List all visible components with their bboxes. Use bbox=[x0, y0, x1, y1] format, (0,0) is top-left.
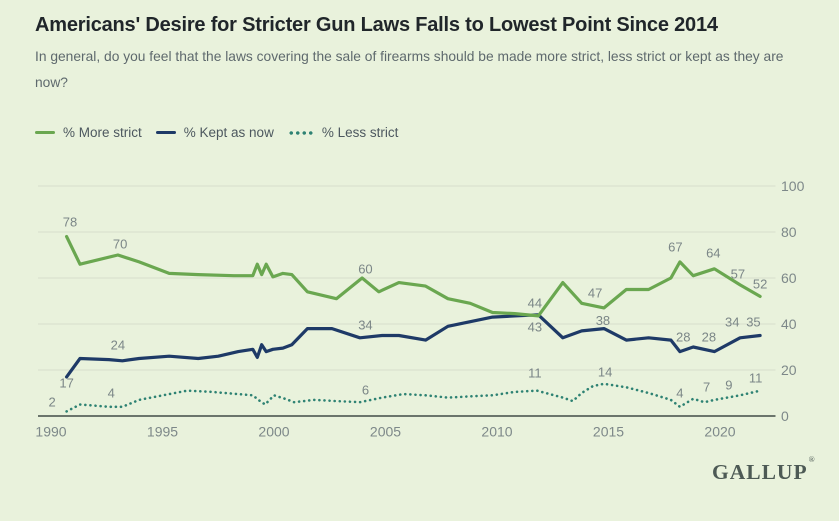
x-tick-label-2015: 2015 bbox=[593, 424, 624, 440]
data-label-kept-as-now-3: 43 bbox=[528, 320, 542, 335]
data-label-less-strict-6: 7 bbox=[703, 379, 710, 394]
gallup-logo: GALLUP® bbox=[712, 455, 815, 485]
data-label-kept-as-now-7: 34 bbox=[725, 315, 739, 330]
y-tick-label-20: 20 bbox=[781, 362, 797, 378]
legend-swatch-kept-as-now-icon bbox=[155, 130, 176, 135]
data-label-kept-as-now-1: 24 bbox=[111, 338, 125, 353]
data-label-more-strict-7: 57 bbox=[731, 266, 745, 281]
x-tick-label-2010: 2010 bbox=[481, 424, 512, 440]
legend-item-less-strict: % Less strict bbox=[287, 125, 399, 140]
chart-subtitle: In general, do you feel that the laws co… bbox=[35, 49, 784, 90]
x-tick-label-1995: 1995 bbox=[147, 424, 178, 440]
legend-label-more-strict: % More strict bbox=[63, 125, 142, 140]
data-label-less-strict-8: 11 bbox=[749, 370, 763, 385]
data-label-less-strict-3: 11 bbox=[528, 366, 542, 381]
data-label-more-strict-4: 47 bbox=[588, 286, 602, 301]
legend-item-kept-as-now: % Kept as now bbox=[155, 125, 274, 140]
data-label-kept-as-now-0: 17 bbox=[59, 375, 73, 390]
legend-swatch-more-strict-icon bbox=[35, 130, 55, 135]
data-label-more-strict-6: 64 bbox=[706, 246, 720, 261]
legend-item-more-strict: % More strict bbox=[35, 125, 142, 140]
legend-label-less-strict: % Less strict bbox=[321, 125, 399, 140]
data-label-less-strict-2: 6 bbox=[362, 383, 369, 398]
data-label-less-strict-1: 4 bbox=[108, 386, 115, 401]
x-tick-label-2005: 2005 bbox=[370, 424, 401, 440]
y-tick-label-80: 80 bbox=[781, 224, 797, 240]
x-tick-label-2020: 2020 bbox=[704, 424, 735, 440]
data-label-kept-as-now-6: 28 bbox=[702, 329, 716, 344]
data-label-less-strict-0: 2 bbox=[48, 395, 55, 410]
legend-swatch-less-strict-icon bbox=[287, 130, 314, 135]
data-label-more-strict-2: 60 bbox=[358, 261, 372, 276]
legend-label-kept-as-now: % Kept as now bbox=[183, 125, 274, 140]
data-label-kept-as-now-4: 38 bbox=[596, 313, 610, 328]
y-tick-label-0: 0 bbox=[781, 408, 789, 424]
y-tick-label-60: 60 bbox=[781, 270, 797, 286]
series-line-kept-as-now bbox=[64, 313, 762, 379]
data-label-more-strict-3: 44 bbox=[528, 295, 542, 310]
data-label-more-strict-5: 67 bbox=[668, 240, 682, 255]
data-label-more-strict-8: 52 bbox=[753, 277, 767, 292]
data-label-more-strict-0: 78 bbox=[63, 214, 77, 229]
registered-trademark-icon: ® bbox=[808, 454, 816, 464]
series-line-more-strict bbox=[64, 235, 762, 318]
gallup-wordmark: GALLUP bbox=[712, 460, 808, 484]
data-label-kept-as-now-5: 28 bbox=[676, 329, 690, 344]
y-tick-label-40: 40 bbox=[781, 316, 797, 332]
data-label-less-strict-5: 4 bbox=[676, 386, 683, 401]
data-label-more-strict-1: 70 bbox=[113, 237, 127, 252]
y-tick-label-100: 100 bbox=[781, 178, 805, 194]
data-label-kept-as-now-2: 34 bbox=[358, 318, 372, 333]
series-line-less-strict bbox=[65, 382, 762, 413]
data-label-less-strict-4: 14 bbox=[598, 364, 612, 379]
page-title: Americans' Desire for Stricter Gun Laws … bbox=[35, 14, 718, 36]
data-label-kept-as-now-8: 35 bbox=[746, 315, 760, 330]
x-tick-label-2000: 2000 bbox=[258, 424, 289, 440]
chart-legend: % More strict % Kept as now % Less stric… bbox=[35, 125, 398, 140]
x-tick-label-1990: 1990 bbox=[35, 424, 66, 440]
data-label-less-strict-7: 9 bbox=[725, 378, 732, 393]
